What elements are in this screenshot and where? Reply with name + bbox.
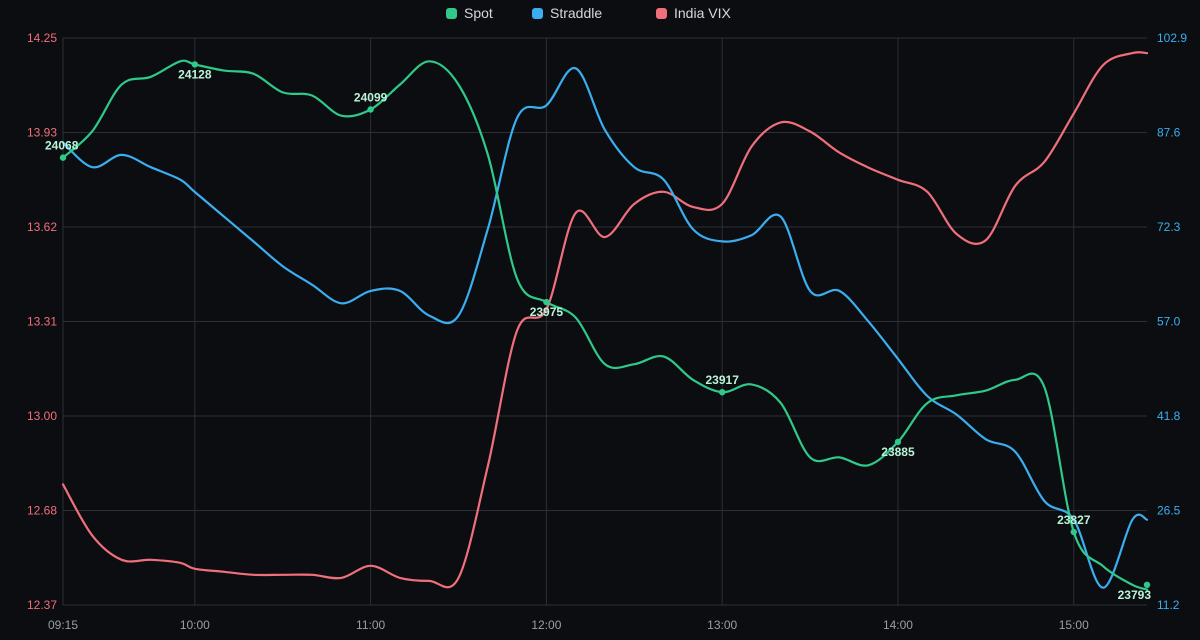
spot-marker-point xyxy=(59,154,67,161)
x-tick-label: 13:00 xyxy=(707,618,737,632)
y-left-tick-label: 13.31 xyxy=(27,315,57,329)
spot-swatch-icon xyxy=(446,7,457,19)
y-left-tick-label: 13.00 xyxy=(27,409,57,423)
spot-data-label: 23827 xyxy=(1057,513,1091,527)
chart-legend: Spot Straddle India VIX xyxy=(0,5,1200,25)
spot-marker-point xyxy=(191,61,199,68)
y-right-tick-label: 102.9 xyxy=(1157,31,1187,45)
y-right-tick-label: 11.2 xyxy=(1157,598,1180,612)
spot-data-label: 23793 xyxy=(1118,588,1152,602)
y-right-tick-label: 87.6 xyxy=(1157,126,1181,140)
y-left-tick-label: 12.68 xyxy=(27,504,57,518)
vix-swatch-icon xyxy=(656,7,667,19)
legend-label-vix: India VIX xyxy=(674,5,731,21)
legend-label-spot: Spot xyxy=(464,5,493,21)
y-right-tick-label: 57.0 xyxy=(1157,315,1181,329)
x-tick-label: 09:15 xyxy=(48,618,78,632)
x-tick-label: 11:00 xyxy=(356,618,385,632)
spot-data-label: 23975 xyxy=(530,305,564,319)
spot-marker-point xyxy=(367,106,374,113)
legend-item-spot[interactable]: Spot xyxy=(446,5,493,21)
spot-data-label: 24068 xyxy=(45,139,79,153)
spot-marker-point xyxy=(1070,528,1077,536)
y-left-tick-label: 12.37 xyxy=(27,598,57,612)
spot-data-label: 23917 xyxy=(706,373,740,387)
spot-data-label: 24099 xyxy=(354,90,388,104)
spot-marker-point xyxy=(718,388,726,396)
x-tick-label: 12:00 xyxy=(531,618,561,632)
spot-marker-point xyxy=(894,438,902,446)
straddle-swatch-icon xyxy=(532,7,543,19)
y-right-tick-label: 41.8 xyxy=(1157,409,1181,423)
spot-data-label: 24128 xyxy=(178,67,212,81)
y-left-tick-label: 13.62 xyxy=(27,220,57,234)
legend-item-straddle[interactable]: Straddle xyxy=(532,5,602,21)
legend-label-straddle: Straddle xyxy=(550,5,603,21)
spot-marker-point xyxy=(1143,581,1151,589)
y-right-tick-label: 72.3 xyxy=(1157,220,1181,234)
series-line-india-vix xyxy=(61,51,1149,589)
spot-marker-point xyxy=(543,298,550,306)
series-line-straddle xyxy=(61,67,1149,589)
y-left-tick-label: 14.25 xyxy=(27,31,57,45)
legend-item-vix[interactable]: India VIX xyxy=(656,5,731,21)
series-line-spot xyxy=(61,59,1149,591)
y-right-tick-label: 26.5 xyxy=(1157,504,1181,518)
spot-data-label: 23885 xyxy=(881,445,915,459)
x-tick-label: 10:00 xyxy=(180,618,210,632)
y-left-tick-label: 13.93 xyxy=(27,126,57,140)
x-tick-label: 15:00 xyxy=(1059,618,1089,632)
x-tick-label: 14:00 xyxy=(883,618,913,632)
